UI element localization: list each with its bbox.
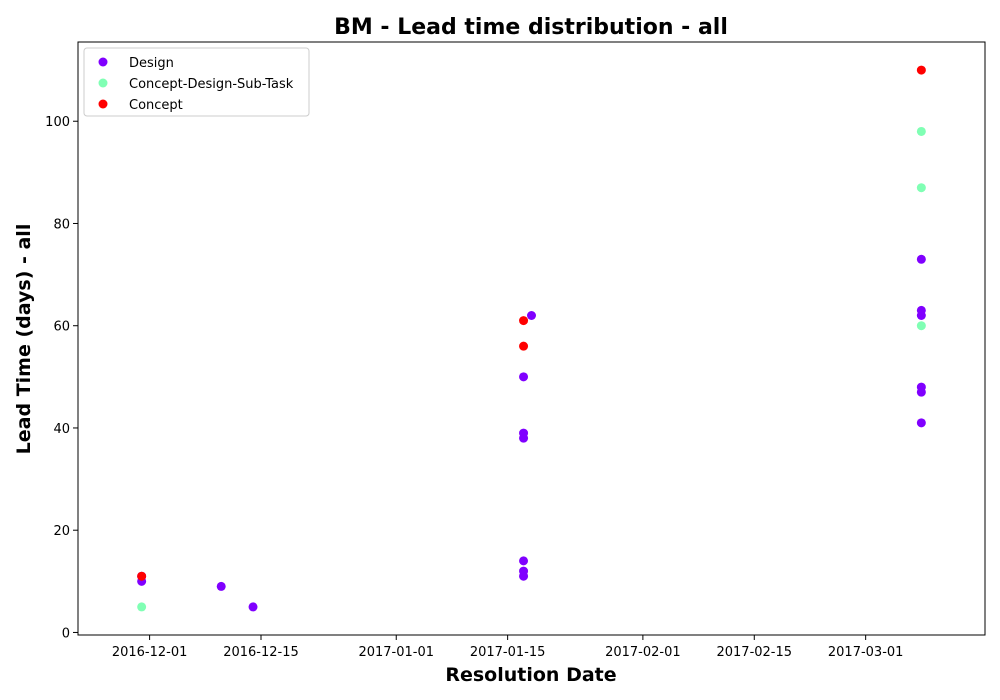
data-point [916, 126, 926, 136]
x-tick-label: 2017-01-01 [358, 645, 434, 660]
plot-frame [77, 41, 986, 636]
data-point [519, 556, 529, 566]
data-point [137, 571, 147, 581]
x-tick-label: 2017-02-01 [605, 645, 681, 660]
legend-marker [98, 99, 108, 109]
chart-title: BM - Lead time distribution - all [334, 15, 728, 40]
y-tick-label: 40 [53, 422, 70, 437]
x-tick-label: 2017-01-15 [470, 645, 546, 660]
y-tick-label: 20 [53, 524, 70, 539]
y-axis-label: Lead Time (days) - all [13, 224, 35, 455]
data-point [248, 602, 258, 612]
legend: Design Concept-Design-Sub-Task Concept [83, 47, 310, 117]
data-point [527, 310, 536, 320]
y-tick-label: 60 [53, 320, 70, 335]
legend-label: Design [129, 56, 174, 71]
legend-label: Concept [129, 98, 183, 113]
x-tick-label: 2016-12-15 [223, 645, 299, 660]
data-point [916, 418, 926, 428]
data-point [916, 65, 926, 75]
x-axis-label: Resolution Date [445, 664, 616, 686]
plot-area: 2016-12-01 2016-12-15 2017-01-01 2017-01-15… [45, 41, 986, 660]
legend-marker [98, 57, 108, 67]
data-point [916, 183, 926, 193]
legend-items: Design Concept-Design-Sub-Task Concept [98, 56, 294, 113]
y-tick-label: 0 [62, 626, 70, 641]
data-point [519, 428, 529, 438]
y-tick-label: 80 [53, 217, 70, 232]
x-tick-label: 2017-03-01 [828, 645, 904, 660]
data-points [137, 65, 926, 612]
legend-label: Concept-Design-Sub-Task [129, 77, 294, 92]
legend-box [83, 47, 310, 117]
data-point [916, 321, 926, 331]
data-point [519, 341, 529, 351]
data-point [519, 316, 529, 326]
data-point [916, 382, 926, 392]
x-axis: 2016-12-01 2016-12-15 2017-01-01 2017-01-15… [112, 635, 904, 660]
x-tick-label: 2016-12-01 [112, 645, 188, 660]
data-point [519, 372, 529, 382]
data-point [216, 581, 226, 591]
y-tick-label: 100 [45, 115, 70, 130]
x-tick-label: 2017-02-15 [716, 645, 792, 660]
y-axis: 0 20 40 60 80 100 [45, 115, 78, 641]
data-point [916, 305, 926, 315]
data-point [137, 602, 147, 612]
legend-marker [98, 78, 108, 88]
data-point [519, 566, 529, 576]
data-point [916, 254, 926, 264]
